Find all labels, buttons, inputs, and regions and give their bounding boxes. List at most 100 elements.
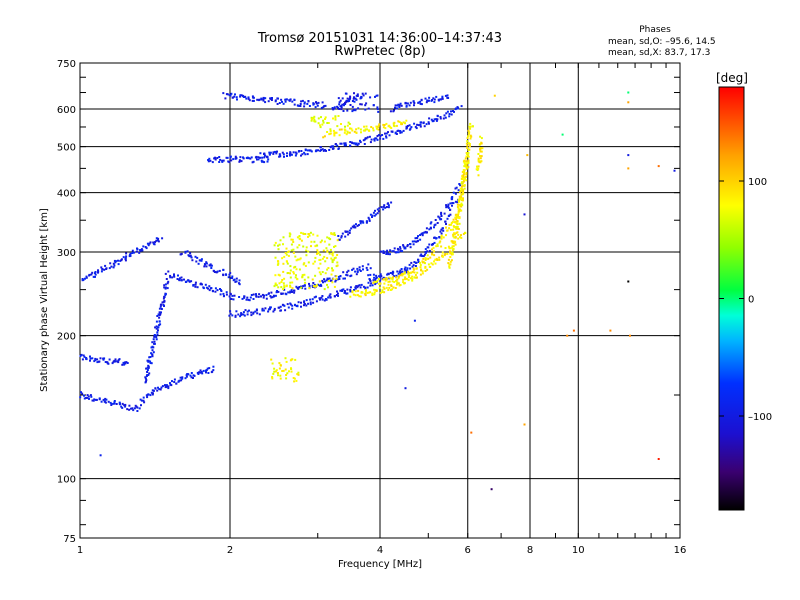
o-mode-point xyxy=(100,266,103,269)
o-mode-point xyxy=(405,127,408,130)
o-mode-point xyxy=(226,93,229,96)
x-mode-point xyxy=(477,159,480,162)
x-mode-point xyxy=(452,233,455,236)
cluster-point xyxy=(282,236,285,239)
o-mode-point xyxy=(304,287,307,290)
x-mode-point xyxy=(460,195,463,198)
o-mode-point xyxy=(362,285,365,288)
cluster-point xyxy=(294,265,297,268)
o-mode-point xyxy=(326,278,329,281)
o-mode-point xyxy=(115,403,118,405)
o-mode-point xyxy=(94,275,96,278)
o-mode-point xyxy=(203,265,206,268)
cluster-point xyxy=(326,268,329,271)
x-mode-point xyxy=(378,123,381,126)
o-mode-point xyxy=(243,296,246,299)
x-mode-point xyxy=(393,281,396,283)
o-mode-point xyxy=(115,260,117,263)
o-mode-point xyxy=(101,268,104,270)
o-mode-point xyxy=(262,309,265,312)
o-mode-point xyxy=(122,256,125,259)
o-mode-point xyxy=(189,255,192,258)
cluster-point xyxy=(304,281,307,284)
x-mode-point xyxy=(477,174,480,177)
o-mode-point xyxy=(425,101,428,104)
o-mode-point xyxy=(93,360,96,363)
o-mode-point xyxy=(124,405,127,408)
o-mode-point xyxy=(159,323,162,326)
o-mode-point xyxy=(369,280,372,282)
x-mode-point xyxy=(382,126,385,129)
cluster-point xyxy=(359,103,362,106)
o-mode-point xyxy=(300,154,302,157)
o-mode-point xyxy=(336,105,339,108)
x-mode-point xyxy=(397,120,400,123)
cluster-point xyxy=(289,265,292,268)
x-mode-point xyxy=(455,232,458,235)
x-mode-point xyxy=(424,265,427,268)
isolated-point xyxy=(413,319,416,322)
o-mode-point xyxy=(385,206,388,208)
x-mode-point xyxy=(454,226,457,228)
o-mode-point xyxy=(247,97,250,100)
o-mode-point xyxy=(197,262,200,265)
o-mode-point xyxy=(238,160,241,163)
x-mode-point xyxy=(421,272,424,275)
o-mode-point xyxy=(433,101,436,104)
o-mode-point xyxy=(438,236,441,238)
cluster-point xyxy=(351,105,354,108)
o-mode-point xyxy=(367,216,370,219)
o-mode-point xyxy=(263,152,266,155)
o-mode-point xyxy=(361,92,364,95)
o-mode-point xyxy=(83,394,85,397)
o-mode-point xyxy=(220,289,222,292)
o-mode-point xyxy=(279,305,282,308)
x-mode-point xyxy=(462,173,465,176)
o-mode-point xyxy=(208,367,211,370)
o-mode-point xyxy=(379,279,382,282)
o-mode-point xyxy=(319,298,321,301)
isolated-point xyxy=(673,169,676,172)
cluster-point xyxy=(332,117,334,120)
o-mode-point xyxy=(92,399,95,402)
o-mode-point xyxy=(409,246,412,249)
o-mode-point xyxy=(150,362,153,365)
o-mode-point xyxy=(289,303,292,306)
x-mode-point xyxy=(441,251,444,254)
y-axis-label: Stationary phase Virtual Height [km] xyxy=(39,208,50,392)
o-mode-point xyxy=(230,159,233,162)
cluster-point xyxy=(308,287,311,290)
o-mode-point xyxy=(441,95,444,98)
o-mode-point xyxy=(306,102,309,105)
o-mode-point xyxy=(372,211,375,214)
o-mode-point xyxy=(387,206,390,209)
o-mode-point xyxy=(243,295,246,298)
cluster-point xyxy=(323,288,326,291)
x-mode-point xyxy=(444,253,447,255)
o-mode-point xyxy=(302,285,305,288)
o-mode-point xyxy=(433,236,436,239)
o-mode-point xyxy=(305,304,308,307)
o-mode-point xyxy=(310,150,313,153)
x-mode-point xyxy=(388,286,391,289)
o-mode-point xyxy=(163,305,165,307)
o-mode-point xyxy=(374,279,377,282)
o-mode-point xyxy=(161,237,164,240)
cluster-point xyxy=(324,118,326,120)
o-mode-point xyxy=(230,92,233,95)
o-mode-point xyxy=(264,154,266,157)
x-mode-point xyxy=(424,262,426,265)
o-mode-point xyxy=(245,157,248,159)
o-mode-point xyxy=(244,95,247,98)
o-mode-point xyxy=(155,327,158,330)
cluster-point xyxy=(336,125,339,128)
o-mode-point xyxy=(141,249,144,252)
o-mode-point xyxy=(255,309,258,312)
o-mode-point xyxy=(359,141,362,144)
o-mode-point xyxy=(173,273,175,276)
o-mode-point xyxy=(124,362,127,365)
x-mode-point xyxy=(386,278,388,281)
o-mode-point xyxy=(85,357,87,360)
o-mode-point xyxy=(239,94,242,97)
x-mode-point xyxy=(430,262,433,265)
